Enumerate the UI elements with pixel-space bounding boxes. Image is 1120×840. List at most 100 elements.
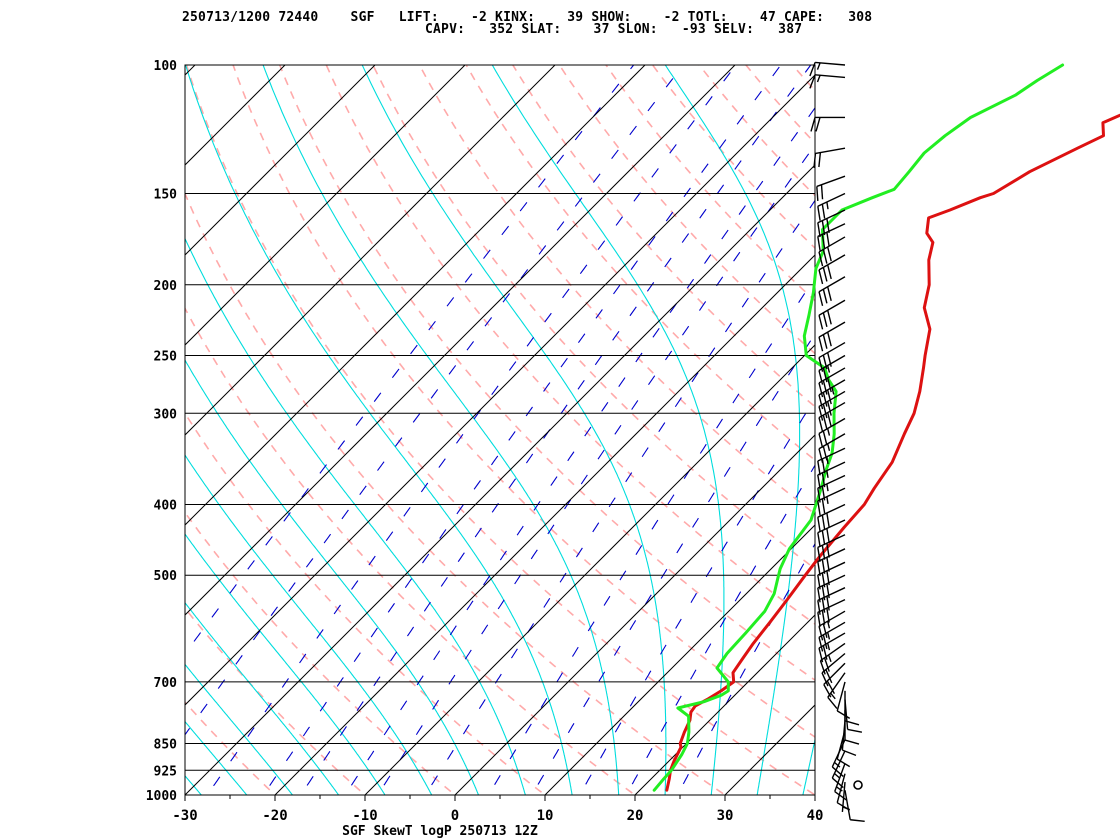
barb-feather xyxy=(817,532,821,548)
barb-feather xyxy=(826,570,830,586)
moist-adiabat xyxy=(262,65,620,795)
mixing-ratio-lines xyxy=(185,65,815,795)
barb-feather xyxy=(821,472,826,488)
moist-adiabat xyxy=(185,775,203,795)
wind-barb xyxy=(818,254,846,285)
temp-label--20: -20 xyxy=(262,808,287,824)
barb-feather xyxy=(818,394,824,410)
temp-label--30: -30 xyxy=(172,808,197,824)
barb-half-feather xyxy=(827,654,832,663)
barb-staff xyxy=(836,681,846,712)
dry-adiabat xyxy=(185,511,457,795)
surface-marker xyxy=(853,780,863,790)
barb-staff xyxy=(817,461,846,476)
isotherm xyxy=(634,614,815,795)
wind-barb xyxy=(823,662,846,698)
wind-barb xyxy=(818,276,846,307)
barb-feather xyxy=(821,514,826,530)
pressure-label-400: 400 xyxy=(154,499,178,514)
barb-feather xyxy=(819,660,826,675)
moist-adiabat xyxy=(185,454,433,795)
barb-feather xyxy=(821,485,826,501)
moist-adiabat xyxy=(185,601,340,795)
isotherms xyxy=(0,49,815,811)
barb-feather xyxy=(822,249,828,264)
dry-adiabat xyxy=(185,191,727,795)
wind-barb xyxy=(810,116,845,132)
barb-feather xyxy=(827,696,838,710)
barb-half-feather xyxy=(831,387,835,395)
wind-barb xyxy=(818,367,846,398)
barb-feather xyxy=(831,766,844,777)
barb-feather xyxy=(827,352,832,367)
barb-half-feather xyxy=(830,692,836,700)
barb-feather xyxy=(834,790,847,801)
wind-barb xyxy=(817,534,846,562)
barb-staff xyxy=(831,750,846,779)
isotherm xyxy=(185,164,815,795)
mixing-ratio-line xyxy=(344,106,815,795)
barb-feather xyxy=(826,528,830,543)
dry-adiabat xyxy=(185,411,547,795)
barb-half-feather xyxy=(833,772,841,779)
pressure-label-700: 700 xyxy=(154,676,178,691)
barb-feather xyxy=(822,267,828,282)
barb-feather xyxy=(821,572,826,588)
barb-feather xyxy=(822,289,828,304)
barb-feather xyxy=(815,117,821,132)
pressure-label-250: 250 xyxy=(154,349,178,364)
pressure-label-300: 300 xyxy=(154,407,178,422)
wind-barb xyxy=(818,321,846,352)
wind-barb xyxy=(817,599,846,627)
header-line-1: 250713/1200 72440 SGF LIFT: -2 KINX: 39 … xyxy=(182,10,873,25)
wind-barb xyxy=(818,379,846,410)
dry-adiabat xyxy=(185,306,637,795)
barb-feather xyxy=(809,74,816,89)
dry-adiabat xyxy=(418,65,815,516)
barb-half-feather xyxy=(826,201,829,210)
temperature-profile xyxy=(665,113,1120,792)
barb-feather xyxy=(818,336,824,352)
pressure-label-200: 200 xyxy=(154,279,178,294)
barb-feather xyxy=(836,710,851,719)
barb-feather xyxy=(817,474,821,490)
barb-feather xyxy=(844,739,860,745)
barb-feather xyxy=(821,220,826,236)
dry-adiabat xyxy=(278,65,815,682)
barb-feather xyxy=(822,392,828,407)
dry-adiabat xyxy=(744,65,815,145)
isotherm xyxy=(185,65,556,436)
isotherm xyxy=(0,49,31,811)
barb-feather xyxy=(822,312,828,328)
barb-feather xyxy=(818,357,824,372)
temp-label--10: -10 xyxy=(352,808,377,824)
pressure-label-925: 925 xyxy=(154,764,177,779)
mixing-ratio-line xyxy=(625,464,815,795)
dry-adiabat xyxy=(372,65,815,570)
isotherm xyxy=(274,254,815,795)
barb-feather xyxy=(822,367,828,383)
wind-barb xyxy=(818,401,846,432)
barb-feather xyxy=(816,186,819,202)
wind-barb xyxy=(836,681,851,719)
wind-barb xyxy=(827,672,846,710)
barb-feather xyxy=(818,406,824,421)
pressure-label-1000: 1000 xyxy=(146,789,177,804)
barb-feather xyxy=(827,331,832,347)
barb-feather xyxy=(821,498,826,514)
barb-feather xyxy=(817,460,821,476)
barb-feather xyxy=(822,334,828,349)
dry-adiabat xyxy=(465,65,815,462)
wind-barb xyxy=(817,209,846,238)
isotherm xyxy=(544,524,815,795)
moist-adiabat xyxy=(664,65,801,795)
wind-barb xyxy=(817,447,846,476)
dry-adiabat xyxy=(325,65,815,625)
barb-feather xyxy=(821,204,826,219)
wind-barb xyxy=(816,175,846,202)
barb-feather xyxy=(820,184,824,200)
wind-barb xyxy=(844,699,863,733)
barb-feather xyxy=(844,720,860,726)
barb-staff xyxy=(817,487,846,502)
temp-label-0: 0 xyxy=(451,808,459,824)
